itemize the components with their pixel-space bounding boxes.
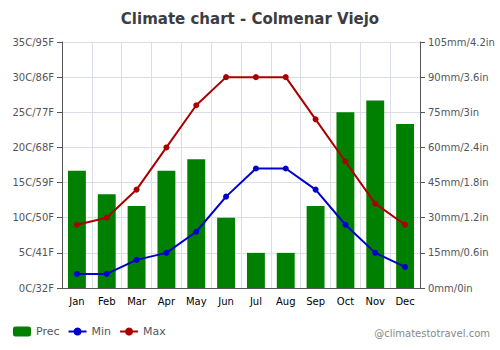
svg-text:30mm/1.2in: 30mm/1.2in [428, 212, 489, 223]
svg-text:Oct: Oct [337, 296, 354, 307]
svg-text:0mm/0in: 0mm/0in [428, 283, 473, 294]
svg-text:15mm/0.6in: 15mm/0.6in [428, 247, 489, 258]
svg-text:105mm/4.2in: 105mm/4.2in [428, 37, 495, 48]
svg-text:Prec: Prec [36, 325, 60, 338]
svg-text:May: May [186, 296, 207, 307]
svg-text:5C/41F: 5C/41F [19, 247, 54, 258]
svg-text:10C/50F: 10C/50F [12, 212, 54, 223]
svg-text:Apr: Apr [158, 296, 176, 307]
svg-text:90mm/3.6in: 90mm/3.6in [428, 72, 489, 83]
svg-text:@climatestotravel.com: @climatestotravel.com [374, 328, 490, 339]
svg-text:Max: Max [143, 325, 166, 338]
svg-text:Feb: Feb [98, 296, 116, 307]
svg-text:Aug: Aug [276, 296, 296, 307]
svg-text:35C/95F: 35C/95F [12, 37, 54, 48]
svg-text:Jun: Jun [217, 296, 234, 307]
svg-text:Mar: Mar [127, 296, 147, 307]
svg-text:Nov: Nov [365, 296, 385, 307]
svg-text:0C/32F: 0C/32F [19, 283, 54, 294]
svg-text:Jul: Jul [249, 296, 262, 307]
svg-text:25C/77F: 25C/77F [12, 107, 54, 118]
svg-text:45mm/1.8in: 45mm/1.8in [428, 177, 489, 188]
svg-text:75mm/3in: 75mm/3in [428, 107, 479, 118]
svg-text:Dec: Dec [395, 296, 414, 307]
svg-text:60mm/2.4in: 60mm/2.4in [428, 142, 489, 153]
svg-text:15C/59F: 15C/59F [12, 177, 54, 188]
svg-text:Jan: Jan [68, 296, 84, 307]
svg-text:Min: Min [92, 325, 112, 338]
svg-text:20C/68F: 20C/68F [12, 142, 54, 153]
svg-text:Climate chart - Colmenar Viejo: Climate chart - Colmenar Viejo [121, 10, 379, 28]
svg-text:Sep: Sep [306, 296, 325, 307]
svg-text:30C/86F: 30C/86F [12, 72, 54, 83]
